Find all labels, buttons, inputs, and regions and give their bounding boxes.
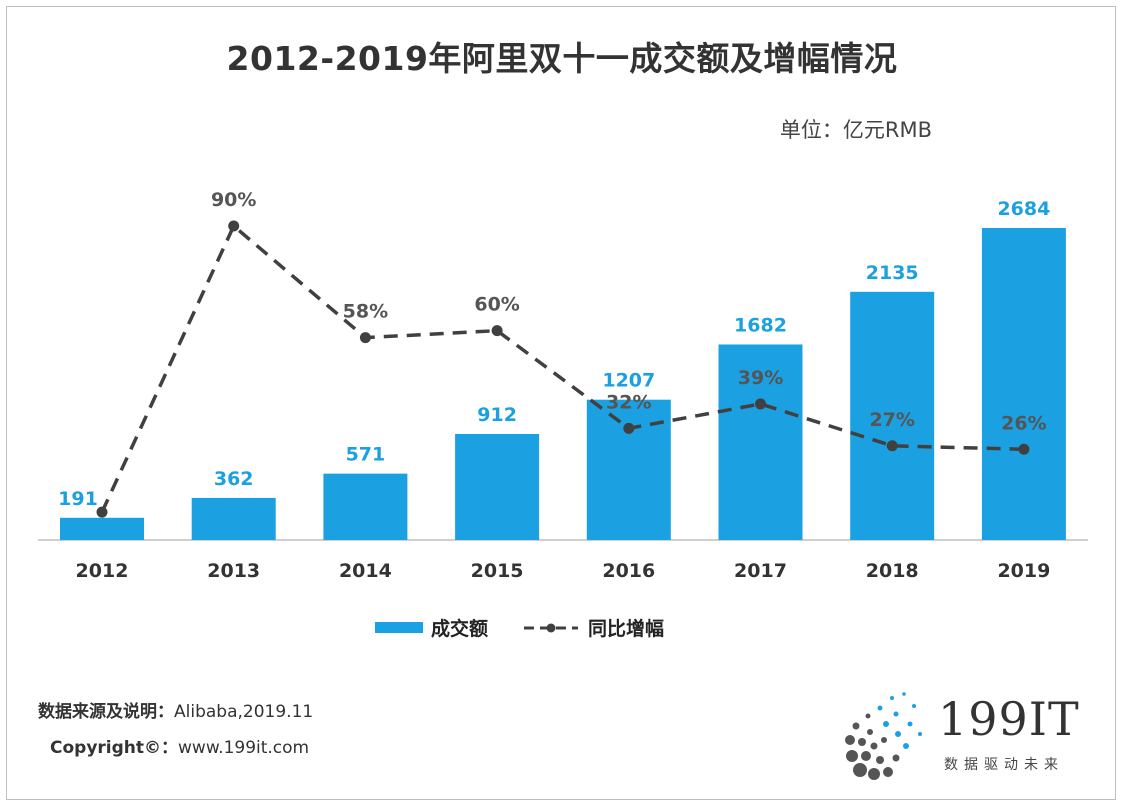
growth-point-2015 xyxy=(491,325,503,337)
source-label: 数据来源及说明： xyxy=(38,702,174,722)
x-tick-label-2012: 2012 xyxy=(76,560,129,582)
growth-point-2014 xyxy=(359,332,371,344)
growth-point-2019 xyxy=(1018,443,1030,455)
chart-title: 2012-2019年阿里双十一成交额及增幅情况 xyxy=(226,39,898,78)
brand-name: 199IT xyxy=(938,692,1080,746)
x-tick-label-2017: 2017 xyxy=(734,560,787,582)
bar-value-label-2012: 191 xyxy=(58,488,98,510)
brand-tagline: 数据驱动未来 xyxy=(944,757,1064,773)
growth-label-2018: 27% xyxy=(869,409,914,431)
growth-point-2013 xyxy=(228,220,240,232)
growth-point-2017 xyxy=(755,398,766,410)
x-tick-label-2018: 2018 xyxy=(866,560,919,582)
x-tick-label-2016: 2016 xyxy=(602,560,655,582)
growth-label-2015: 60% xyxy=(474,294,519,316)
bar-value-label-2015: 912 xyxy=(477,404,517,426)
legend-item-bar: 成交额 xyxy=(375,614,488,641)
bar-2014 xyxy=(323,473,408,540)
source-note: 数据来源及说明：Alibaba,2019.11 xyxy=(38,697,313,722)
bar-value-label-2013: 362 xyxy=(214,468,254,490)
bar-value-label-2018: 2135 xyxy=(866,262,919,284)
legend-line-swatch xyxy=(524,623,578,632)
growth-label-2017: 39% xyxy=(738,367,783,389)
legend-item-line: 同比增幅 xyxy=(522,614,664,641)
legend-label-bar: 成交额 xyxy=(431,618,489,640)
bar-2013 xyxy=(191,497,276,540)
growth-label-2013: 90% xyxy=(211,189,256,211)
growth-point-2012 xyxy=(96,506,108,518)
legend-label-line: 同比增幅 xyxy=(588,618,665,640)
bar-2015 xyxy=(455,433,540,540)
growth-line xyxy=(100,224,1024,513)
growth-label-2016: 32% xyxy=(606,391,651,413)
bar-value-label-2014: 571 xyxy=(346,444,386,466)
bar-2016 xyxy=(586,399,671,540)
x-tick-label-2015: 2015 xyxy=(471,560,524,582)
bar-2012 xyxy=(60,517,144,540)
growth-label-2014: 58% xyxy=(343,301,388,323)
bar-2017 xyxy=(718,344,803,540)
growth-point-2018 xyxy=(886,440,898,452)
dot-burst-logo-icon xyxy=(845,692,922,780)
copyright-note: Copyright©：www.199it.com xyxy=(50,733,309,758)
legend-bar-swatch xyxy=(375,622,423,633)
bar-value-label-2016: 1207 xyxy=(602,370,655,392)
x-tick-label-2014: 2014 xyxy=(339,560,392,582)
copyright-label: Copyright©： xyxy=(50,738,179,758)
bar-value-label-2019: 2684 xyxy=(997,198,1050,220)
bar-2019 xyxy=(981,228,1066,540)
growth-point-2016 xyxy=(623,422,635,434)
source-value: Alibaba,2019.11 xyxy=(174,702,314,722)
x-tick-label-2013: 2013 xyxy=(207,560,260,582)
unit-label: 单位：亿元RMB xyxy=(779,118,932,142)
chart-frame xyxy=(6,6,1116,800)
copyright-link[interactable]: www.199it.com xyxy=(178,738,310,758)
x-tick-label-2019: 2019 xyxy=(997,560,1050,582)
bar-value-label-2017: 1682 xyxy=(734,314,787,336)
bar-2018 xyxy=(850,291,935,540)
legend: 成交额 同比增幅 xyxy=(0,614,1124,644)
chart-svg: 191 2012 362 2013 571 2014 912 2015 1207 2016 1682… xyxy=(38,189,1088,582)
brand-logo: 199IT 数据驱动未来 xyxy=(840,684,1100,784)
growth-label-2019: 26% xyxy=(1001,412,1046,434)
